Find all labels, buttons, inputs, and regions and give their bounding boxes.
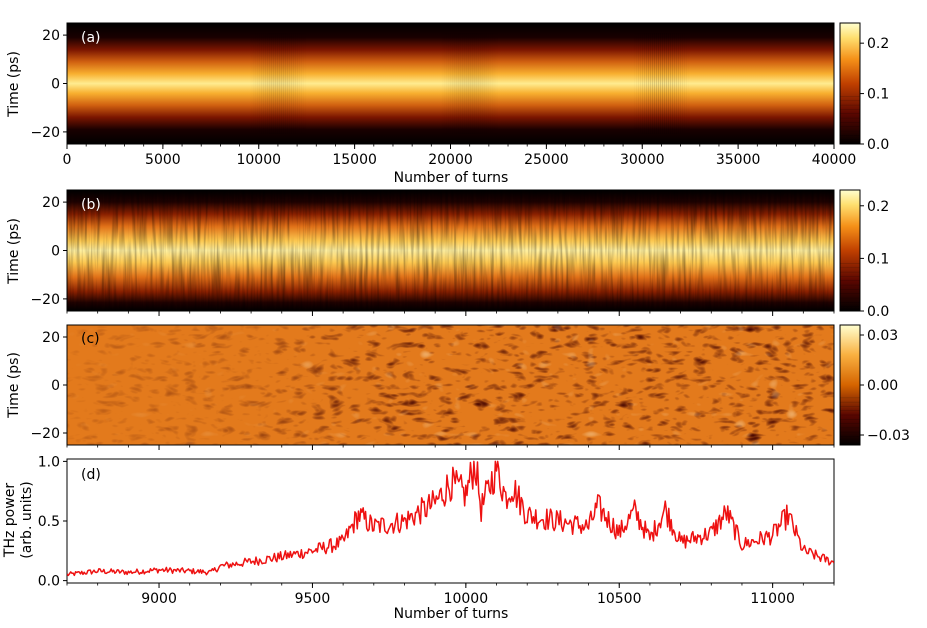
ytick-label: −20: [30, 125, 60, 141]
ytick-label: 20: [42, 195, 60, 211]
xtick-label: 25000: [524, 152, 569, 168]
panel-b-colorbar-ticks: 0.0 0.1 0.2: [840, 199, 889, 320]
ytick-label: 0.0: [38, 574, 60, 590]
ytick-label: 0: [51, 378, 60, 394]
panel-b-label: (b): [81, 197, 101, 213]
panel-c: (c) −20 0 20 Time (ps) −0.03 0.00 0.03: [6, 324, 910, 450]
panel-a-xlabel: Number of turns: [394, 170, 509, 186]
panel-a-bursts: [254, 33, 686, 134]
colorbar-tick-label: −0.03: [867, 428, 910, 444]
panel-c-waves: [67, 325, 834, 445]
panel-d-plot-area: [67, 460, 834, 577]
xtick-label: 0: [63, 152, 72, 168]
xtick-label: 9500: [295, 591, 331, 607]
panel-c-axes: −20 0 20: [30, 330, 835, 450]
xtick-label: 15000: [332, 152, 377, 168]
colorbar-tick-label: 0.00: [867, 378, 898, 394]
panel-a-colorbar: [839, 22, 861, 145]
panel-d-label: (d): [81, 467, 101, 483]
ytick-label: −20: [30, 292, 60, 308]
ytick-label: 20: [42, 28, 60, 44]
panel-a-colorbar-ticks: 0.0 0.1 0.2: [840, 36, 889, 153]
xtick-label: 10500: [597, 591, 642, 607]
xtick-label: 9000: [141, 591, 177, 607]
panel-a-label: (a): [81, 30, 101, 46]
ytick-label: 0: [51, 77, 60, 93]
panel-d-axes: 0.0 0.5 1.0 9000 9500 10000 10500 11000: [38, 454, 835, 607]
colorbar-tick-label: 0.1: [867, 87, 889, 103]
xtick-label: 10000: [236, 152, 281, 168]
xtick-label: 10000: [444, 591, 489, 607]
panel-d-frame: [66, 458, 835, 584]
colorbar-tick-label: 0.2: [867, 199, 889, 215]
panel-b-colorbar: [839, 189, 861, 312]
xtick-label: 11000: [750, 591, 795, 607]
ytick-label: 1.0: [38, 454, 60, 470]
panel-c-ylabel: Time (ps): [6, 352, 22, 419]
xtick-label: 40000: [812, 152, 857, 168]
ytick-label: −20: [30, 426, 60, 442]
ytick-label: 20: [42, 330, 60, 346]
panel-d-ylabel-units: (arb. units): [19, 481, 35, 558]
panel-c-light-waves: [67, 325, 834, 445]
panel-b-structure: [67, 190, 834, 311]
xtick-label: 30000: [620, 152, 665, 168]
panel-c-colorbar-ticks: −0.03 0.00 0.03: [840, 328, 910, 444]
colorbar-tick-label: 0.2: [867, 36, 889, 52]
panel-d: (d) 0.0 0.5 1.0 9000 9500 10000 10500 11000 Num…: [2, 454, 835, 622]
colorbar-tick-label: 0.0: [867, 304, 889, 320]
panel-b-ylabel: Time (ps): [6, 218, 22, 285]
colorbar-tick-label: 0.03: [867, 328, 898, 344]
panel-d-xlabel: Number of turns: [394, 606, 509, 622]
colorbar-tick-label: 0.1: [867, 251, 889, 267]
panel-c-colorbar: [839, 324, 861, 446]
ytick-label: 0: [51, 244, 60, 260]
panel-c-label: (c): [81, 331, 100, 347]
colorbar-tick-label: 0.0: [867, 137, 889, 153]
panel-b-axes: −20 0 20: [30, 195, 835, 316]
ytick-label: 0.5: [38, 514, 60, 530]
panel-a-heatmap: [67, 23, 834, 144]
panel-b: (b) −20 0 20 Time (ps) 0.0 0.1 0.2: [6, 189, 889, 320]
thz-power-line: [67, 460, 834, 577]
panel-a-ylabel: Time (ps): [6, 51, 22, 118]
xtick-label: 35000: [716, 152, 761, 168]
panel-d-ylabel: THz power: [2, 483, 18, 558]
xtick-label: 5000: [145, 152, 181, 168]
xtick-label: 20000: [428, 152, 473, 168]
